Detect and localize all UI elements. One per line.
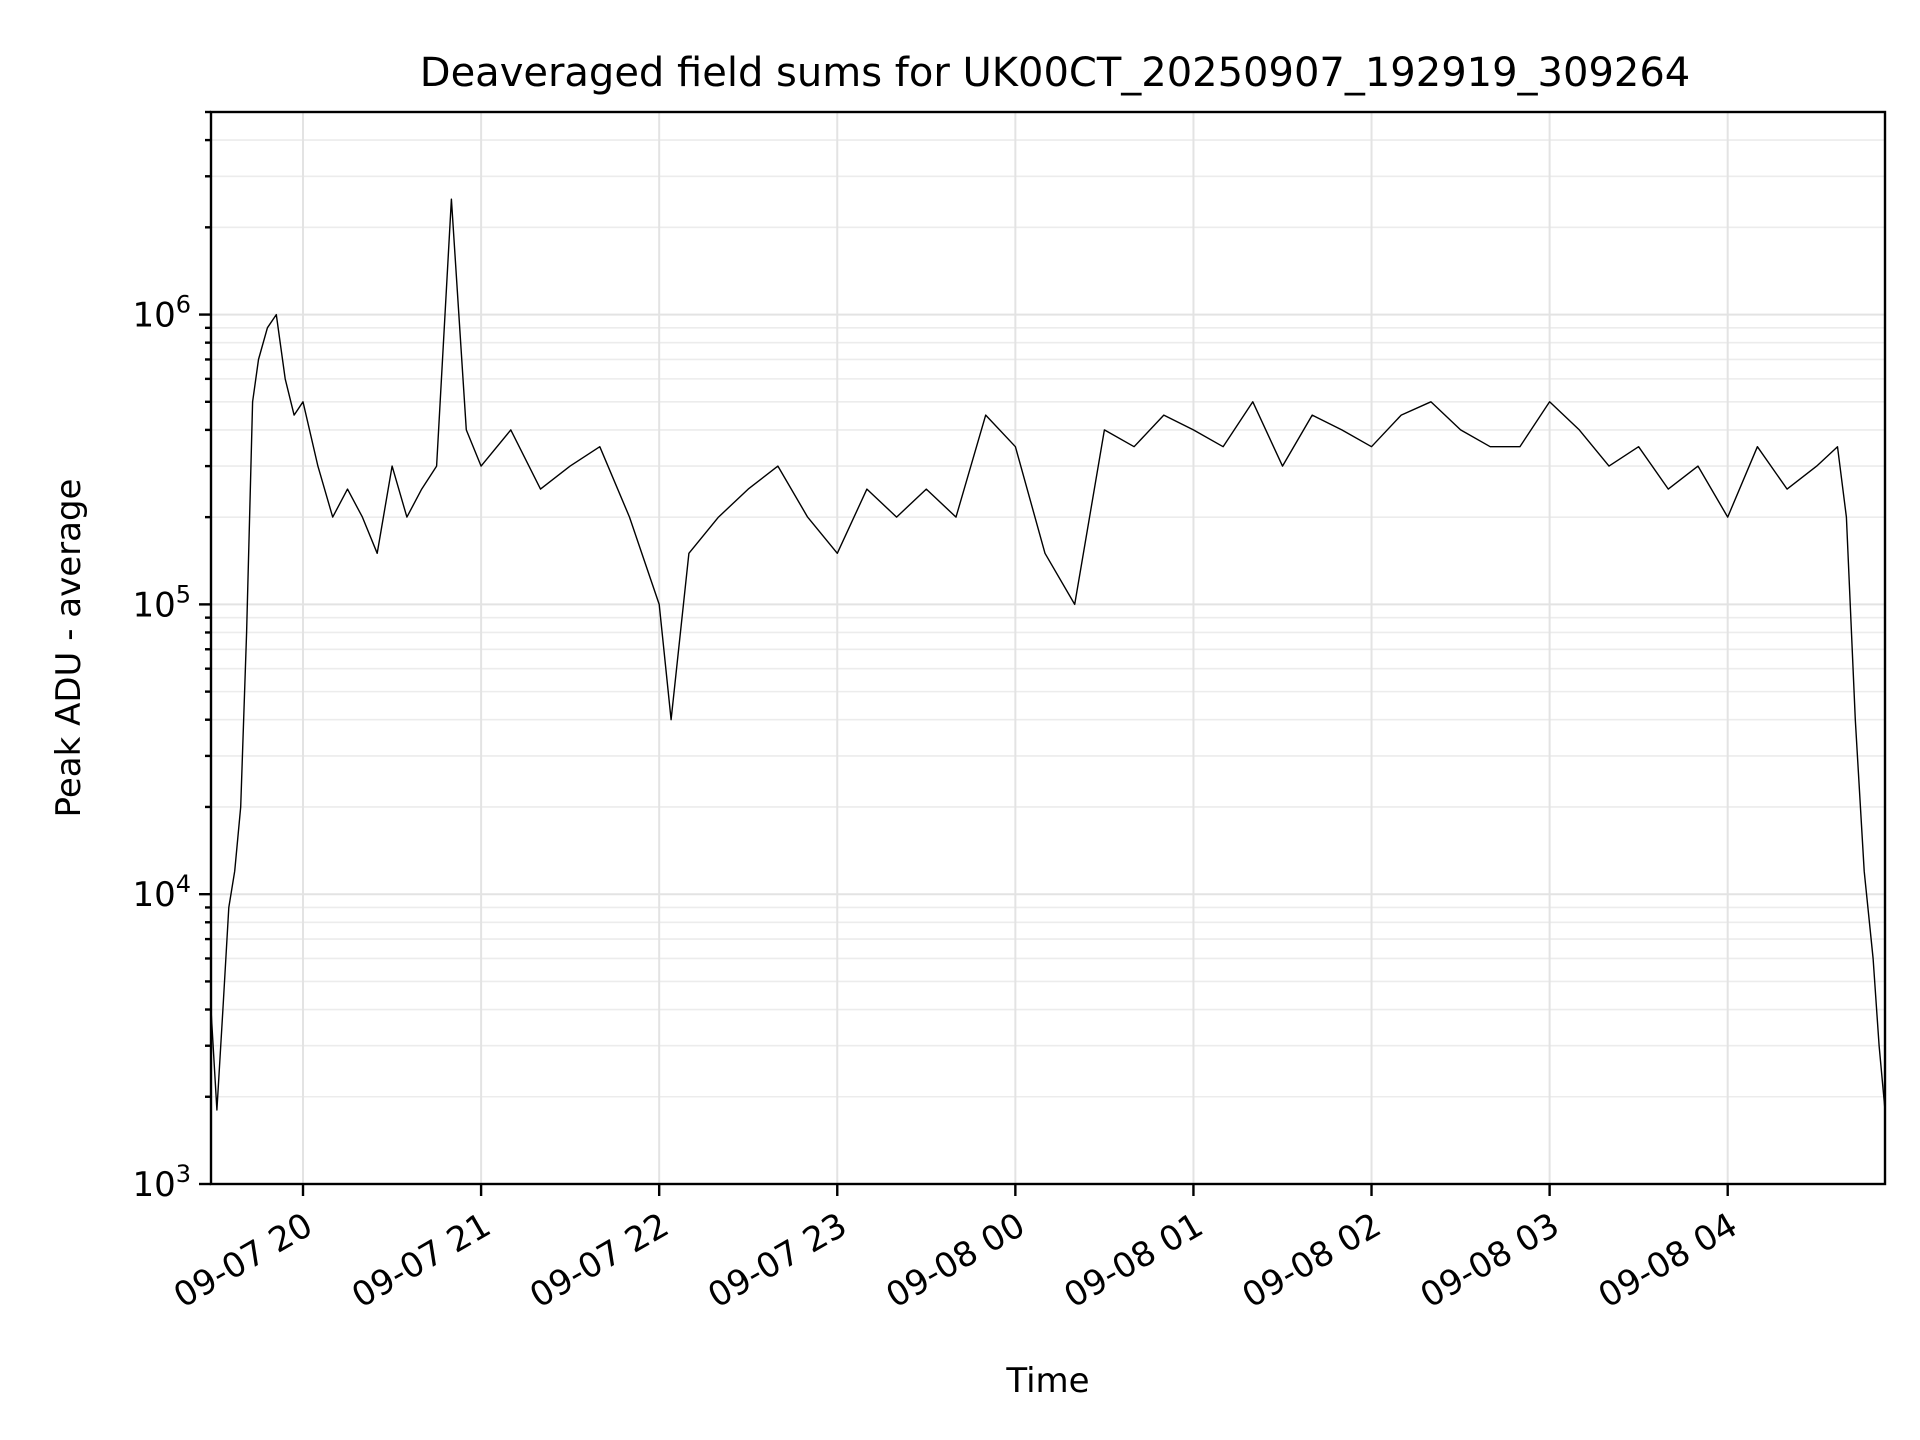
y-tick-label: 106: [132, 291, 191, 336]
plot-frame: [209, 110, 1887, 1186]
y-tick-label: 103: [132, 1160, 191, 1205]
y-axis: 103 104 105 106: [132, 110, 211, 1205]
y-axis-label: Peak ADU - average: [49, 479, 89, 818]
y-tick-label: 105: [132, 580, 191, 625]
chart-title: Deaveraged field sums for UK00CT_2025090…: [420, 50, 1690, 96]
y-tick-label: 104: [132, 870, 191, 915]
grid-lines: [211, 111, 1885, 1185]
series-line: [210, 198, 1886, 1111]
data-series: [210, 198, 1886, 1111]
x-axis-label: Time: [1005, 1361, 1089, 1401]
